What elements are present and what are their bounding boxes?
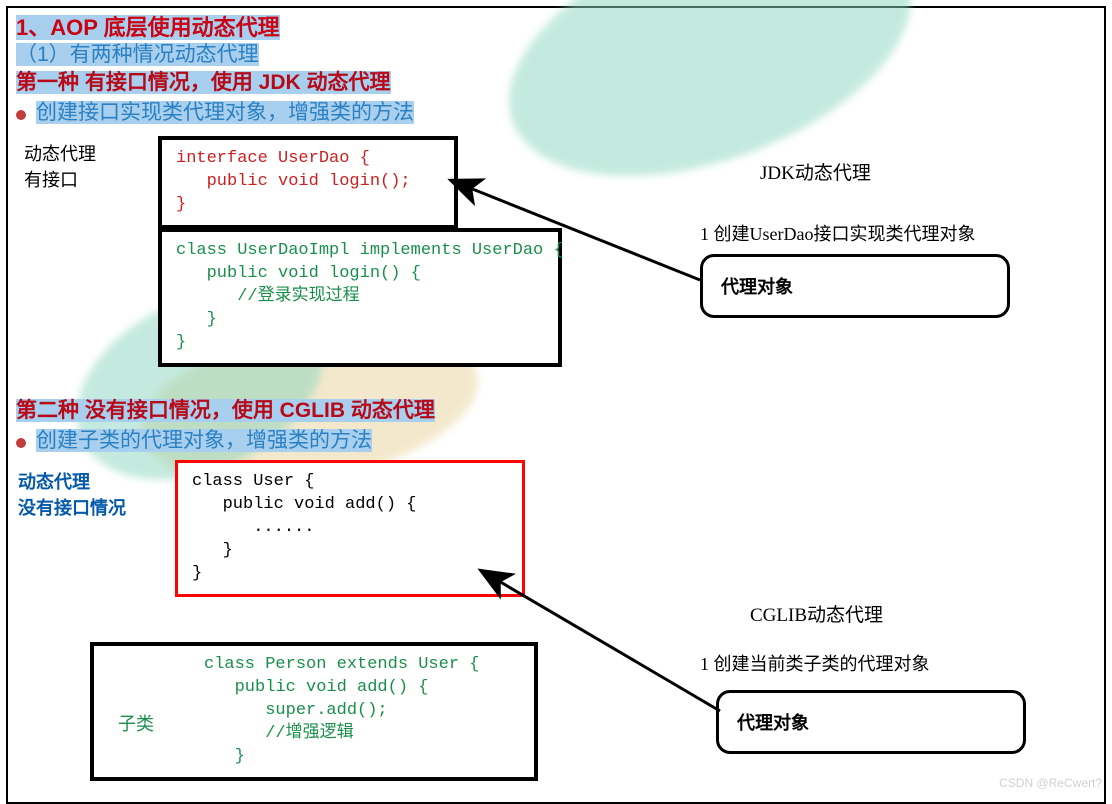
- code-box-person-class: class Person extends User { public void …: [90, 642, 538, 781]
- section2-side-label: 动态代理 没有接口情况: [18, 468, 126, 520]
- jdk-proxy-title: JDK动态代理: [760, 158, 871, 185]
- section1-title: 第一种 有接口情况，使用 JDK 动态代理: [16, 66, 391, 96]
- code-box-user-class: class User { public void add() { ...... …: [175, 460, 525, 597]
- cglib-proxy-box: 代理对象: [716, 690, 1026, 754]
- child-class-label: 子类: [118, 710, 154, 736]
- jdk-proxy-box: 代理对象: [700, 254, 1010, 318]
- code-box-userdaoimpl: class UserDaoImpl implements UserDao { p…: [158, 228, 562, 367]
- cglib-proxy-step: 1 创建当前类子类的代理对象: [700, 650, 930, 676]
- sub-heading: （1）有两种情况动态代理: [16, 38, 259, 68]
- code-box-userdao-interface: interface UserDao { public void login();…: [158, 136, 458, 229]
- watermark: CSDN @ReCwert?: [999, 776, 1102, 790]
- section1-side-label: 动态代理 有接口: [24, 140, 96, 192]
- section2-bullet: 创建子类的代理对象，增强类的方法: [16, 424, 372, 454]
- jdk-proxy-step: 1 创建UserDao接口实现类代理对象: [700, 220, 975, 246]
- section1-bullet: 创建接口实现类代理对象，增强类的方法: [16, 96, 414, 126]
- cglib-proxy-title: CGLIB动态代理: [750, 600, 883, 627]
- section2-title: 第二种 没有接口情况，使用 CGLIB 动态代理: [16, 394, 435, 424]
